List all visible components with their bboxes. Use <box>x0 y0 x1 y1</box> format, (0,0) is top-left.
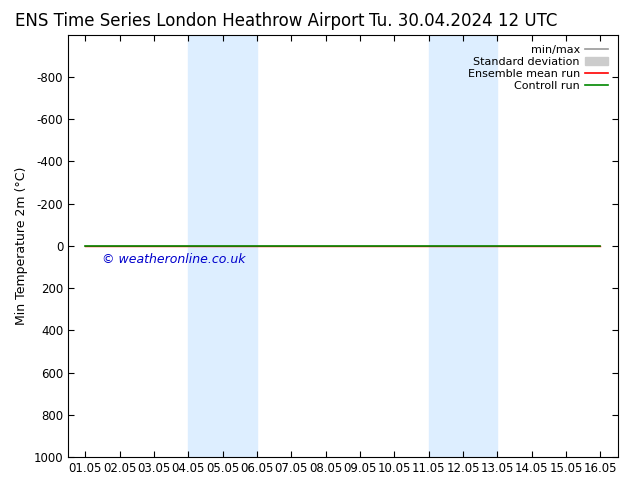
Bar <box>429 35 498 457</box>
Text: Tu. 30.04.2024 12 UTC: Tu. 30.04.2024 12 UTC <box>368 12 557 30</box>
Text: ENS Time Series London Heathrow Airport: ENS Time Series London Heathrow Airport <box>15 12 365 30</box>
Legend: min/max, Standard deviation, Ensemble mean run, Controll run: min/max, Standard deviation, Ensemble me… <box>463 40 612 96</box>
Text: © weatheronline.co.uk: © weatheronline.co.uk <box>102 253 246 266</box>
Bar <box>188 35 257 457</box>
Y-axis label: Min Temperature 2m (°C): Min Temperature 2m (°C) <box>15 167 28 325</box>
